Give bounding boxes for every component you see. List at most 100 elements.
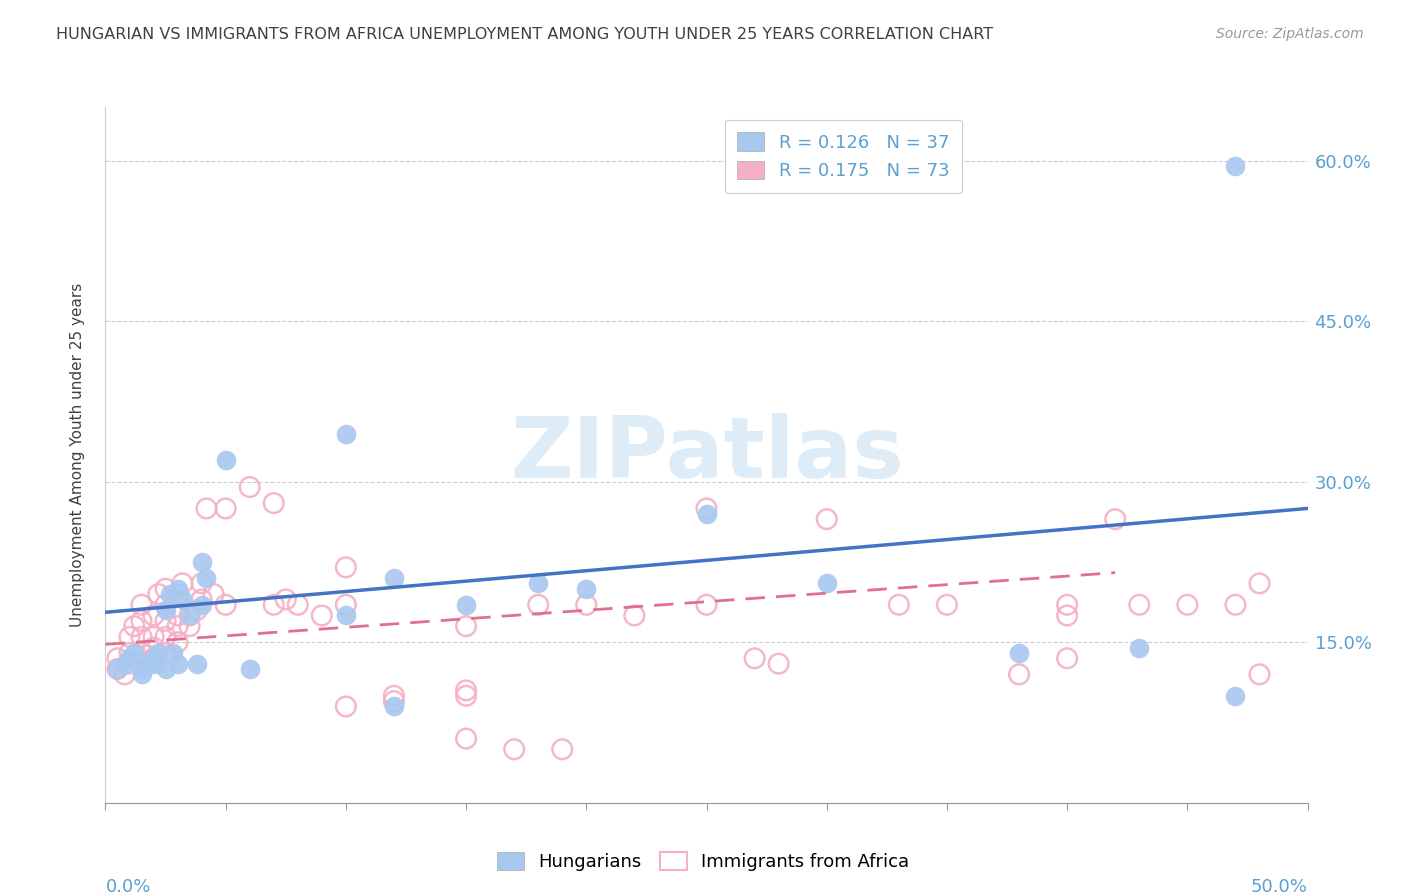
Point	[696, 507, 718, 521]
Point	[190, 592, 212, 607]
Point	[575, 598, 598, 612]
Text: ZIPatlas: ZIPatlas	[509, 413, 904, 497]
Point	[503, 742, 526, 756]
Point	[1008, 646, 1031, 660]
Point	[179, 619, 201, 633]
Point	[575, 582, 598, 596]
Point	[124, 619, 146, 633]
Point	[214, 598, 236, 612]
Point	[696, 598, 718, 612]
Point	[138, 657, 160, 671]
Point	[142, 651, 165, 665]
Point	[454, 683, 477, 698]
Point	[131, 657, 153, 671]
Point	[166, 657, 188, 671]
Point	[131, 662, 153, 676]
Point	[190, 576, 212, 591]
Point	[1008, 667, 1031, 681]
Point	[107, 662, 129, 676]
Point	[118, 651, 141, 665]
Point	[335, 560, 357, 574]
Point	[1056, 608, 1078, 623]
Point	[155, 582, 177, 596]
Point	[815, 512, 838, 526]
Point	[1225, 159, 1247, 173]
Point	[815, 576, 838, 591]
Point	[190, 555, 212, 569]
Point	[131, 646, 153, 660]
Point	[166, 635, 188, 649]
Point	[142, 630, 165, 644]
Point	[214, 501, 236, 516]
Point	[263, 598, 285, 612]
Point	[239, 480, 262, 494]
Point	[148, 587, 170, 601]
Legend: Hungarians, Immigrants from Africa: Hungarians, Immigrants from Africa	[489, 845, 917, 879]
Point	[155, 598, 177, 612]
Point	[887, 598, 910, 612]
Point	[166, 582, 188, 596]
Point	[155, 603, 177, 617]
Point	[335, 598, 357, 612]
Point	[131, 598, 153, 612]
Point	[195, 501, 218, 516]
Point	[118, 630, 141, 644]
Point	[179, 608, 201, 623]
Point	[454, 731, 477, 746]
Point	[1225, 598, 1247, 612]
Point	[454, 619, 477, 633]
Text: HUNGARIAN VS IMMIGRANTS FROM AFRICA UNEMPLOYMENT AMONG YOUTH UNDER 25 YEARS CORR: HUNGARIAN VS IMMIGRANTS FROM AFRICA UNEM…	[56, 27, 994, 42]
Point	[148, 646, 170, 660]
Point	[162, 646, 184, 660]
Point	[172, 576, 194, 591]
Point	[142, 608, 165, 623]
Point	[1056, 598, 1078, 612]
Point	[107, 651, 129, 665]
Point	[744, 651, 766, 665]
Y-axis label: Unemployment Among Youth under 25 years: Unemployment Among Youth under 25 years	[70, 283, 84, 627]
Point	[382, 571, 405, 585]
Point	[159, 587, 181, 601]
Point	[131, 667, 153, 681]
Text: 50.0%: 50.0%	[1251, 878, 1308, 892]
Point	[527, 576, 550, 591]
Point	[1056, 651, 1078, 665]
Point	[623, 608, 645, 623]
Point	[131, 630, 153, 644]
Point	[155, 614, 177, 628]
Text: 0.0%: 0.0%	[105, 878, 150, 892]
Point	[142, 651, 165, 665]
Point	[454, 598, 477, 612]
Point	[214, 453, 236, 467]
Point	[263, 496, 285, 510]
Point	[1175, 598, 1198, 612]
Point	[131, 614, 153, 628]
Point	[114, 667, 136, 681]
Point	[190, 598, 212, 612]
Point	[142, 640, 165, 655]
Point	[155, 630, 177, 644]
Point	[179, 608, 201, 623]
Point	[335, 699, 357, 714]
Point	[382, 694, 405, 708]
Point	[527, 598, 550, 612]
Point	[166, 608, 188, 623]
Point	[551, 742, 574, 756]
Point	[1128, 640, 1150, 655]
Point	[118, 646, 141, 660]
Point	[335, 608, 357, 623]
Point	[118, 657, 141, 671]
Point	[696, 501, 718, 516]
Point	[274, 592, 297, 607]
Text: Source: ZipAtlas.com: Source: ZipAtlas.com	[1216, 27, 1364, 41]
Point	[172, 592, 194, 607]
Point	[311, 608, 333, 623]
Point	[335, 426, 357, 441]
Point	[195, 571, 218, 585]
Point	[186, 657, 208, 671]
Point	[1249, 667, 1271, 681]
Point	[155, 662, 177, 676]
Point	[142, 657, 165, 671]
Point	[382, 689, 405, 703]
Point	[1249, 576, 1271, 591]
